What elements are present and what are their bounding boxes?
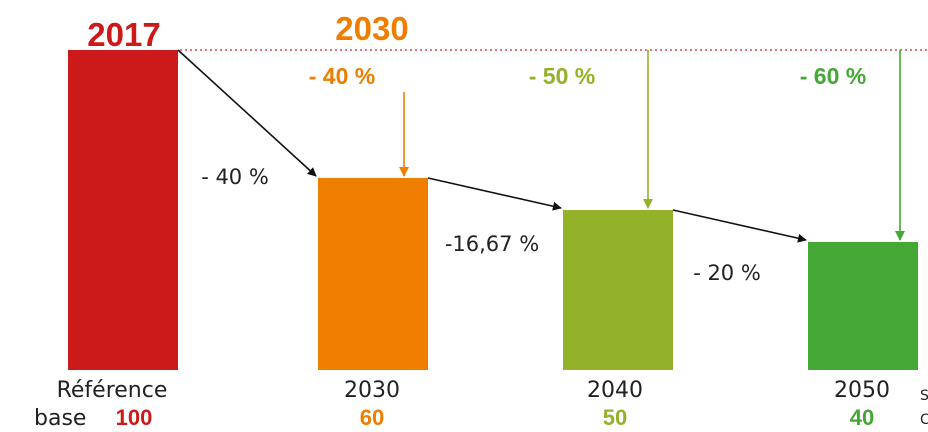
value-label-reference: 100 (116, 405, 153, 430)
bar-reference (68, 50, 178, 370)
cumulative-label-2050: - 60 % (800, 63, 866, 89)
truncated-text-1: S (920, 388, 928, 404)
cumulative-label-2040: - 50 % (529, 63, 595, 89)
bar-2030 (318, 178, 428, 370)
step-arrow-2040-2050 (672, 209, 807, 243)
category-label-2030: 2030 (344, 378, 400, 403)
header-year-2017: 2017 (87, 16, 160, 53)
header-year-2030: 2030 (335, 10, 408, 47)
step-arrow-2030-2040 (427, 177, 562, 211)
step-label-2040-2050: - 20 % (693, 261, 761, 285)
step-label-ref-2030: - 40 % (201, 165, 269, 189)
step-label-2030-2040: -16,67 % (445, 232, 539, 256)
value-label-2050: 40 (850, 405, 874, 430)
base-prefix-label: base (34, 406, 86, 431)
value-label-2030: 60 (360, 405, 384, 430)
value-label-2040: 50 (603, 405, 627, 430)
bar-2040 (563, 210, 673, 370)
cumulative-label-2030: - 40 % (309, 63, 375, 89)
category-label-2050: 2050 (834, 378, 890, 403)
truncated-text-2: C (920, 412, 928, 428)
category-label-reference: Référence (57, 378, 168, 403)
step-arrow-ref-2030 (177, 49, 317, 177)
bar-2050 (808, 242, 918, 370)
category-label-2040: 2040 (587, 378, 643, 403)
